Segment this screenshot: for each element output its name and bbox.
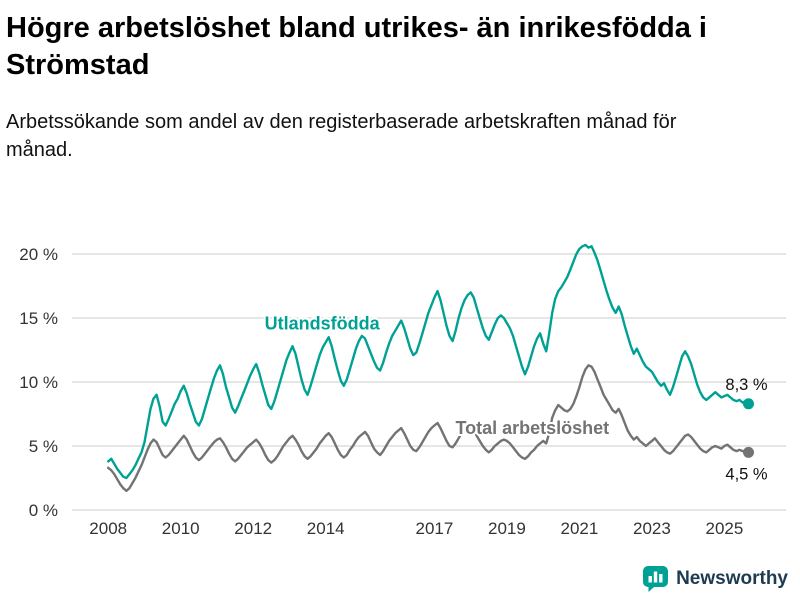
series-label: Total arbetslöshet <box>455 418 609 438</box>
newsworthy-icon <box>643 566 669 592</box>
x-axis-tick-label: 2014 <box>307 519 345 538</box>
end-value-label: 4,5 % <box>725 466 768 484</box>
x-axis-tick-label: 2008 <box>89 519 127 538</box>
x-axis-tick-label: 2019 <box>488 519 526 538</box>
chart-subtitle: Arbetssökande som andel av den registerb… <box>6 111 677 162</box>
newsworthy-logo: Newsworthy <box>642 565 788 592</box>
brand-name: Newsworthy <box>676 567 788 589</box>
series-end-dot <box>743 398 754 410</box>
y-axis-tick-label: 15 % <box>19 309 58 328</box>
chart-title: Högre arbetslöshet bland utrikes- än inr… <box>6 12 707 82</box>
x-axis-tick-label: 2017 <box>415 519 453 538</box>
chart-header: Högre arbetslöshet bland utrikes- än inr… <box>0 0 800 164</box>
series-line <box>107 244 750 480</box>
x-axis-tick-label: 2021 <box>560 519 598 538</box>
series-label: Utlandsfödda <box>265 314 381 334</box>
x-axis-tick-label: 2023 <box>633 519 671 538</box>
x-axis-tick-label: 2010 <box>162 519 200 538</box>
y-axis-tick-label: 0 % <box>29 501 58 520</box>
end-value-label: 8,3 % <box>725 376 768 394</box>
x-axis-tick-label: 2012 <box>234 519 272 538</box>
y-axis-tick-label: 10 % <box>19 373 58 392</box>
series-end-dot <box>743 447 754 459</box>
unemployment-line-chart: 0 % 5 % 10 % 15 % 20 % 2008 2010 2012 2014 2017 20… <box>19 244 786 538</box>
y-axis-tick-label: 20 % <box>19 245 58 264</box>
series-line <box>107 364 750 493</box>
y-axis-tick-label: 5 % <box>29 437 58 456</box>
x-axis-tick-label: 2025 <box>705 519 743 538</box>
